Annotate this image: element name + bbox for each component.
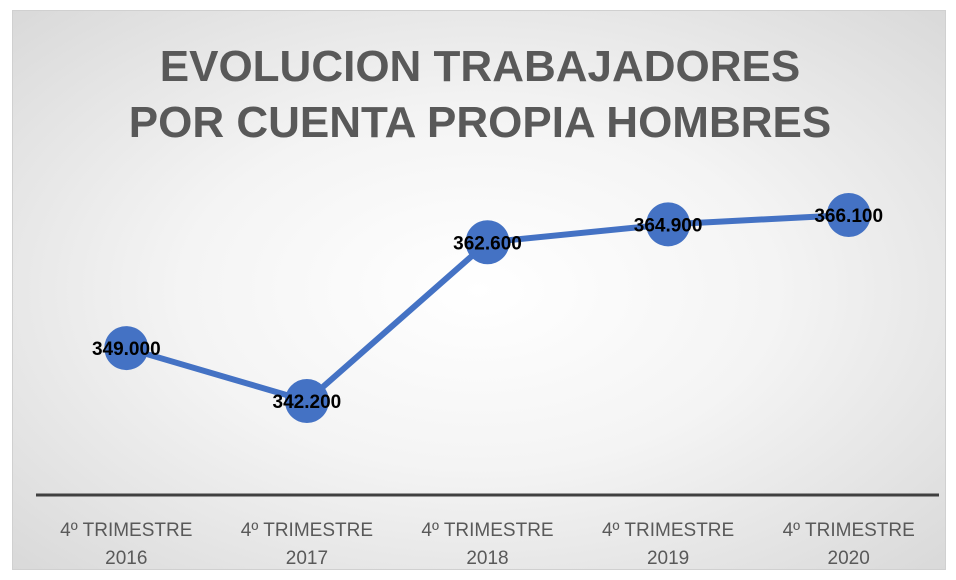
data-label: 342.200 <box>273 392 342 413</box>
x-tick-label: 4º TRIMESTRE 2020 <box>782 520 915 569</box>
data-label: 366.100 <box>814 206 883 227</box>
marker <box>465 220 510 265</box>
chart: EVOLUCION TRABAJADORES POR CUENTA PROPIA… <box>12 10 946 570</box>
chart-title: EVOLUCION TRABAJADORES POR CUENTA PROPIA… <box>128 42 832 147</box>
marker <box>826 193 871 237</box>
marker <box>104 326 149 371</box>
data-label: 349.000 <box>92 339 161 360</box>
x-tick-label: 4º TRIMESTRE 2017 <box>240 520 373 569</box>
marker <box>646 202 691 247</box>
data-label: 362.600 <box>453 233 522 254</box>
plot-area: 349.000 342.200 362.600 364.900 366.100 <box>36 193 939 497</box>
x-tick-label: 4º TRIMESTRE 2018 <box>421 520 554 569</box>
data-label: 364.900 <box>634 215 703 236</box>
x-tick-label: 4º TRIMESTRE 2016 <box>60 520 193 569</box>
x-tick-label: 4º TRIMESTRE 2019 <box>601 520 735 569</box>
marker <box>284 379 329 423</box>
